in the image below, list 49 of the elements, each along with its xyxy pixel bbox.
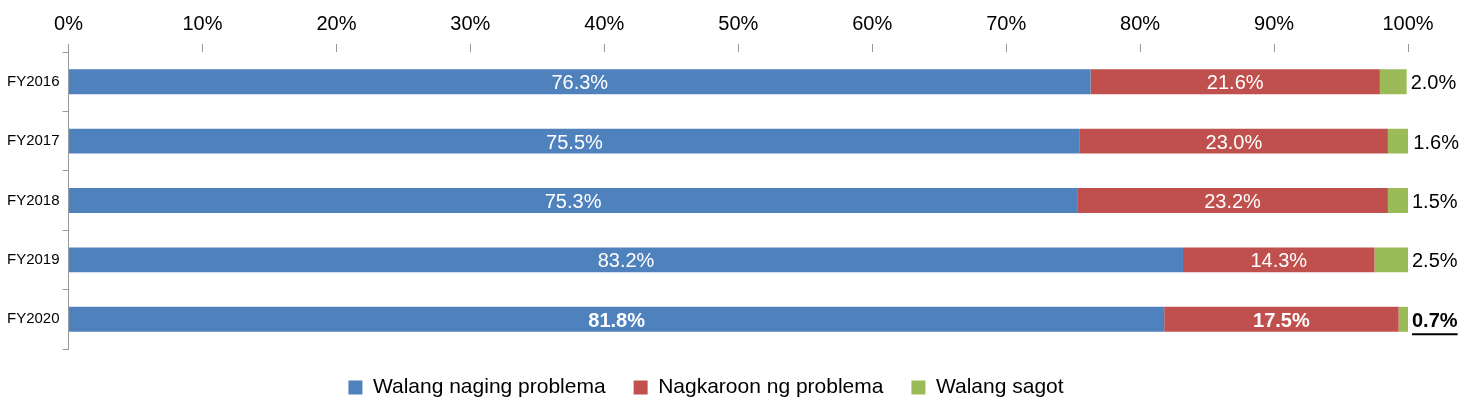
y-tick-label: FY2016 <box>6 71 60 89</box>
data-label: 0.7% <box>1412 308 1458 331</box>
x-tick-label: 70% <box>986 11 1027 34</box>
data-label: 23.2% <box>1204 190 1262 213</box>
bar <box>1090 69 1380 95</box>
y-tick-label: FY2019 <box>6 250 60 268</box>
x-tick-label: 60% <box>852 11 893 34</box>
data-label: 14.3% <box>1250 249 1308 272</box>
bar <box>1387 188 1408 213</box>
data-label: 83.2% <box>597 249 655 272</box>
data-label: 23.0% <box>1205 130 1263 153</box>
data-label: 1.6% <box>1413 130 1460 153</box>
bar <box>1182 247 1375 273</box>
x-tick-label: 100% <box>1382 11 1434 34</box>
x-tick-label: 80% <box>1120 11 1161 34</box>
bar <box>69 306 1165 332</box>
data-label: 21.6% <box>1206 71 1264 94</box>
bar <box>1077 188 1388 213</box>
legend-label: Walang sagot <box>935 374 1064 398</box>
bar <box>69 247 1183 273</box>
bar <box>69 188 1078 213</box>
x-tick-label: 20% <box>316 11 357 34</box>
x-tick-label: 50% <box>718 11 759 34</box>
y-tick-label: FY2017 <box>6 131 60 149</box>
data-label: 17.5% <box>1253 308 1310 331</box>
bar <box>1387 128 1408 154</box>
bar <box>69 128 1080 154</box>
y-tick-label: FY2020 <box>6 309 60 327</box>
data-label: 76.3% <box>551 71 609 94</box>
x-tick-label: 90% <box>1254 11 1295 34</box>
bar <box>69 69 1091 95</box>
data-label: 81.8% <box>588 308 646 331</box>
legend-label: Nagkaroon ng problema <box>658 374 884 398</box>
x-tick-label: 30% <box>450 11 491 34</box>
legend-label: Walang naging problema <box>372 374 606 398</box>
data-label: 2.0% <box>1410 71 1457 94</box>
x-tick-label: 0% <box>54 11 84 34</box>
data-label: 75.3% <box>544 190 602 213</box>
bar <box>1398 306 1408 332</box>
data-label: 2.5% <box>1412 249 1458 272</box>
bar <box>1379 69 1407 95</box>
bar <box>1079 128 1388 154</box>
data-label: 1.5% <box>1412 190 1458 213</box>
x-tick-label: 40% <box>584 11 625 34</box>
data-label: 75.5% <box>546 130 603 153</box>
y-tick-label: FY2018 <box>6 190 60 208</box>
bar <box>1164 306 1399 332</box>
bar <box>1374 247 1408 273</box>
x-tick-label: 10% <box>182 11 223 34</box>
